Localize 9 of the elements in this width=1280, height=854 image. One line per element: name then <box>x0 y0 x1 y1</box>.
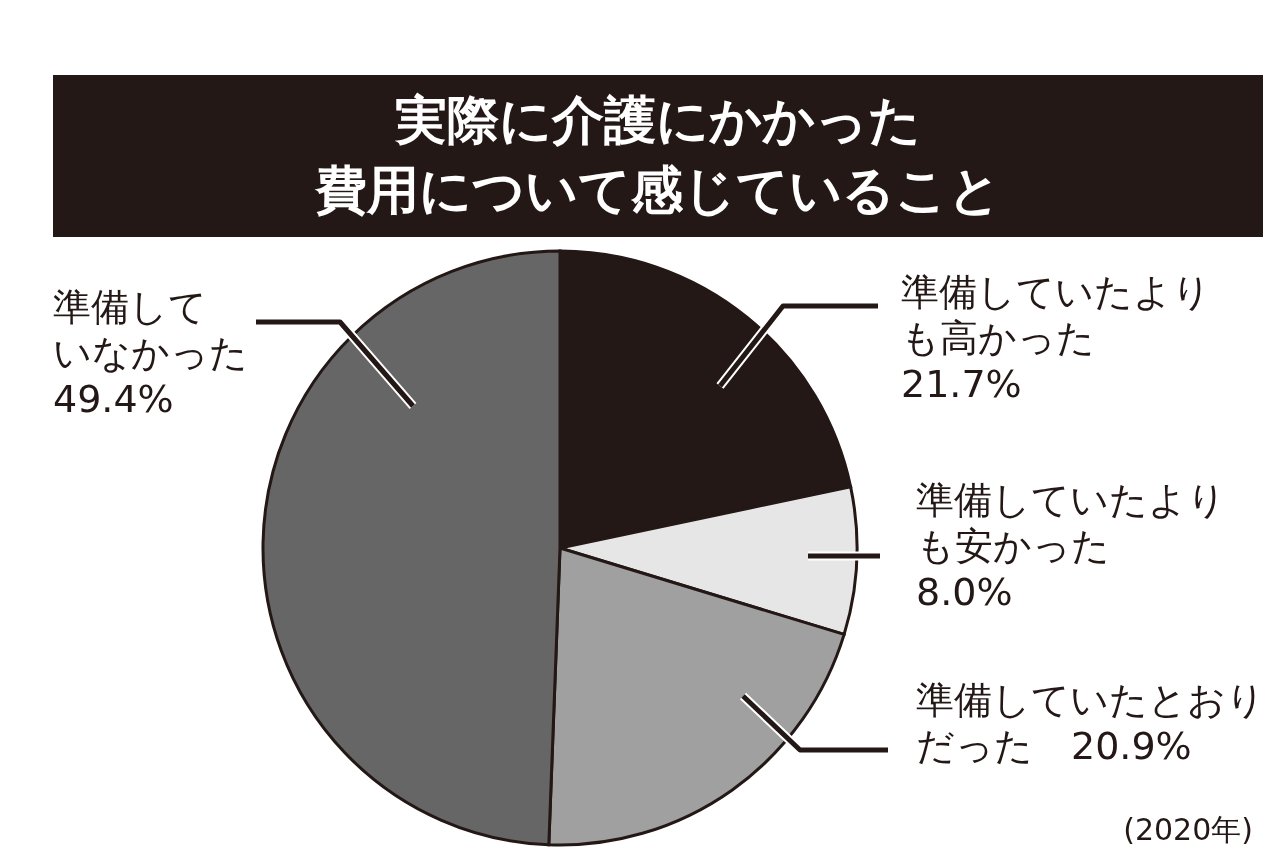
slice-label: 準備していたよりも安かった <box>916 478 1226 568</box>
data-label: 21.7% <box>901 362 1022 406</box>
data-label: 49.4% <box>53 377 174 421</box>
legend-label: 準備していたとおりだった 20.9% <box>916 678 1265 768</box>
chart-title: 実際に介護にかかった費用について感じていること <box>314 90 1001 220</box>
text: (2020年) <box>1123 812 1253 847</box>
slice-label: 準備していなかった <box>53 285 248 375</box>
slice-label: 準備していたよりも高かった <box>901 270 1211 360</box>
data-label: 8.0% <box>916 570 1013 614</box>
